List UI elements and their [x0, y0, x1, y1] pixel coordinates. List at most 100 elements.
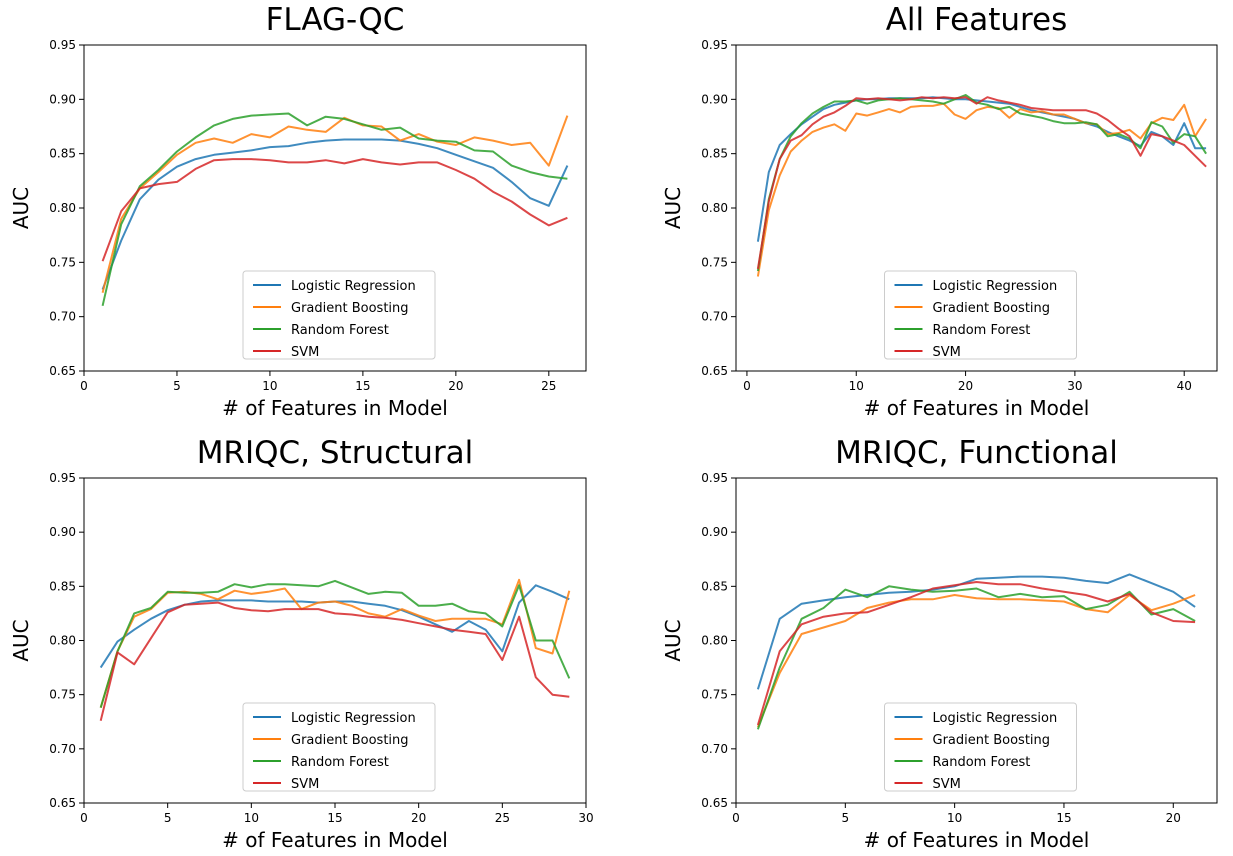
y-tick-label: 0.80 — [701, 201, 728, 215]
series-line-svm — [756, 96, 1207, 270]
legend-entry: Random Forest — [933, 323, 1031, 338]
legend-entry: Gradient Boosting — [933, 733, 1051, 748]
x-tick-label: 30 — [578, 811, 593, 825]
series-line-random-forest — [756, 94, 1207, 272]
y-tick-label: 0.80 — [49, 634, 76, 648]
y-tick-label: 0.75 — [49, 688, 76, 702]
legend-entry: Random Forest — [291, 755, 389, 770]
legend-box — [884, 702, 1077, 792]
x-tick-label: 10 — [244, 811, 259, 825]
y-tick-label: 0.90 — [49, 525, 76, 539]
chart-title: MRIQC, Functional — [835, 435, 1118, 471]
chart-panel-2: MRIQC, Structural 0.65 0.70 0.75 0.80 0.85 0.9… — [9, 435, 594, 852]
legend-entry: Logistic Regression — [291, 711, 416, 726]
y-tick-label: 0.75 — [701, 688, 728, 702]
y-tick-label: 0.90 — [701, 92, 728, 106]
legend-entry: SVM — [933, 345, 961, 360]
x-tick-label: 20 — [411, 811, 426, 825]
legend-box — [242, 702, 436, 792]
legend-entry: Logistic Regression — [933, 711, 1058, 726]
legend-entry: SVM — [933, 777, 961, 792]
chart-panel-3: MRIQC, Functional 0.65 0.70 0.75 0.80 0.85 0.9… — [661, 435, 1218, 852]
legend-entry: Gradient Boosting — [291, 733, 409, 748]
legend: Logistic Regression Gradient Boosting Rand… — [884, 702, 1077, 792]
y-tick-label: 0.70 — [49, 742, 76, 756]
x-tick-label: 5 — [841, 811, 849, 825]
y-tick-label: 0.65 — [49, 364, 76, 378]
y-tick-label: 0.90 — [701, 525, 728, 539]
x-tick-label: 0 — [743, 379, 751, 393]
series-line-random-forest — [101, 112, 568, 307]
x-tick-label: 10 — [262, 379, 277, 393]
y-tick-label: 0.85 — [701, 579, 728, 593]
x-tick-label: 40 — [1177, 379, 1192, 393]
y-tick-label: 0.85 — [49, 579, 76, 593]
x-tick-label: 15 — [327, 811, 342, 825]
x-tick-label: 30 — [1067, 379, 1082, 393]
legend: Logistic Regression Gradient Boosting Rand… — [242, 270, 436, 360]
chart-title: MRIQC, Structural — [197, 435, 474, 471]
series-line-logistic-regression — [756, 96, 1207, 242]
y-tick-label: 0.65 — [701, 796, 728, 810]
y-tick-label: 0.80 — [701, 634, 728, 648]
series-line-logistic-regression — [101, 138, 569, 290]
y-tick-label: 0.90 — [49, 92, 76, 106]
series-line-svm — [101, 158, 568, 262]
series-line-svm — [756, 581, 1196, 726]
legend-box — [884, 270, 1077, 360]
legend: Logistic Regression Gradient Boosting Rand… — [884, 270, 1077, 360]
y-tick-label: 0.95 — [49, 471, 76, 485]
series-line-gradient-boosting — [99, 578, 571, 708]
legend: Logistic Regression Gradient Boosting Rand… — [242, 702, 436, 792]
y-tick-label: 0.70 — [49, 310, 76, 324]
x-tick-label: 0 — [80, 811, 88, 825]
x-tick-label: 10 — [849, 379, 864, 393]
x-tick-label: 5 — [164, 811, 172, 825]
x-tick-label: 0 — [80, 379, 88, 393]
legend-entry: SVM — [291, 777, 319, 792]
y-tick-label: 0.65 — [49, 796, 76, 810]
x-tick-label: 20 — [1166, 811, 1181, 825]
y-tick-label: 0.70 — [701, 310, 728, 324]
legend-entry: Logistic Regression — [933, 279, 1058, 294]
y-tick-label: 0.95 — [701, 471, 728, 485]
legend-entry: Random Forest — [933, 755, 1031, 770]
x-tick-label: 25 — [495, 811, 510, 825]
x-axis-label: # of Features in Model — [864, 828, 1090, 852]
y-axis-label: AUC — [661, 187, 685, 229]
legend-entry: Logistic Regression — [291, 279, 416, 294]
chart-panel-1: All Features 0.65 0.70 0.75 0.80 0.85 0.90 0.95… — [661, 2, 1218, 420]
x-tick-label: 10 — [947, 811, 962, 825]
series-line-svm — [99, 601, 570, 721]
x-axis-label: # of Features in Model — [864, 396, 1090, 420]
x-tick-label: 15 — [1056, 811, 1071, 825]
chart-title: All Features — [886, 2, 1068, 38]
y-tick-label: 0.80 — [49, 201, 76, 215]
series-line-gradient-boosting — [101, 115, 569, 294]
x-axis-label: # of Features in Model — [222, 828, 448, 852]
y-axis-label: AUC — [9, 187, 33, 229]
x-tick-label: 25 — [541, 379, 556, 393]
x-tick-label: 20 — [448, 379, 463, 393]
chart-title: FLAG-QC — [266, 2, 405, 38]
y-tick-label: 0.85 — [49, 147, 76, 161]
x-tick-label: 15 — [355, 379, 370, 393]
series-line-random-forest — [99, 579, 571, 708]
series-line-gradient-boosting — [756, 102, 1207, 277]
y-axis-label: AUC — [661, 619, 685, 661]
legend-entry: Gradient Boosting — [291, 301, 409, 316]
y-tick-label: 0.85 — [701, 147, 728, 161]
y-axis-label: AUC — [9, 619, 33, 661]
chart-panel-0: FLAG-QC 0.65 0.70 0.75 0.80 0.85 0.90 0.95 0 5 10 1… — [9, 2, 587, 420]
x-tick-label: 0 — [732, 811, 740, 825]
y-tick-label: 0.95 — [49, 38, 76, 52]
y-tick-label: 0.75 — [701, 255, 728, 269]
legend-entry: SVM — [291, 345, 319, 360]
x-tick-label: 5 — [173, 379, 181, 393]
y-tick-label: 0.95 — [701, 38, 728, 52]
series-line-gradient-boosting — [756, 594, 1196, 728]
x-tick-label: 20 — [958, 379, 973, 393]
y-tick-label: 0.65 — [701, 364, 728, 378]
x-axis-label: # of Features in Model — [222, 396, 448, 420]
